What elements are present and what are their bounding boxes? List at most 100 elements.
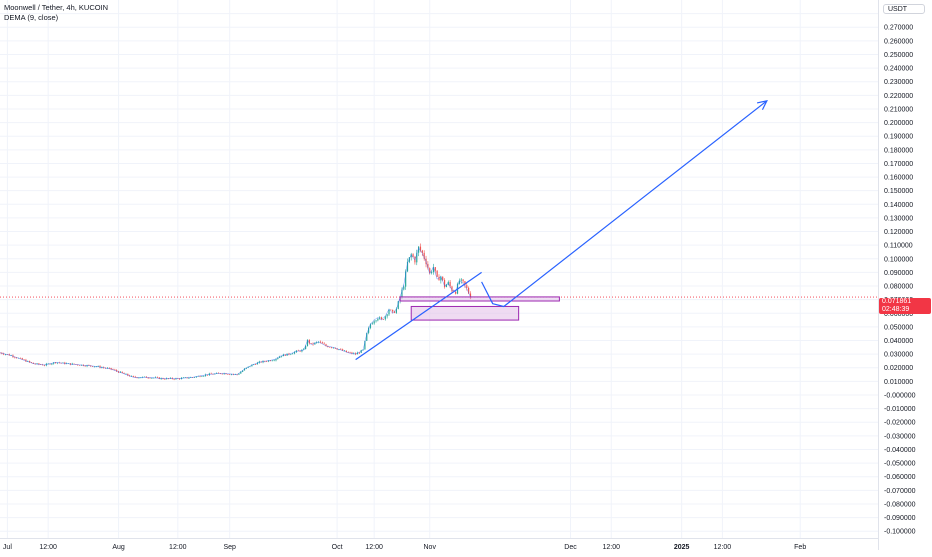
time-tick-label: Sep xyxy=(223,544,236,551)
candle-body xyxy=(349,352,351,354)
price-chart[interactable] xyxy=(0,0,878,538)
candle-body xyxy=(418,246,420,253)
candle-body xyxy=(14,356,16,358)
symbol-title[interactable]: Moonwell / Tether, 4h, KUCOIN xyxy=(4,3,109,12)
price-tick-label: 0.030000 xyxy=(884,352,913,359)
candle-body xyxy=(451,286,453,292)
chart-pane[interactable]: Moonwell / Tether, 4h, KUCOIN DEMA (9, c… xyxy=(0,0,878,538)
candle-body xyxy=(299,350,301,352)
candle-body xyxy=(101,367,103,369)
candle-body xyxy=(443,279,446,288)
candle-body xyxy=(110,367,112,370)
candle-body xyxy=(140,377,142,379)
candle-body xyxy=(297,350,299,352)
candle-body xyxy=(232,374,234,375)
price-tick-label: 0.210000 xyxy=(884,106,913,113)
candle-body xyxy=(319,341,322,343)
candle-body xyxy=(384,316,386,320)
candle-body xyxy=(3,353,5,355)
candlesticks xyxy=(0,243,472,381)
candle-body xyxy=(340,349,342,350)
price-tick-label: 0.050000 xyxy=(884,324,913,331)
candle-body xyxy=(114,369,116,371)
candle-body xyxy=(343,350,346,352)
candle-body xyxy=(356,352,359,355)
candle-body xyxy=(458,280,460,284)
candle-body xyxy=(240,371,242,374)
currency-selector[interactable]: USDT xyxy=(883,4,925,14)
time-tick-label: Jul xyxy=(3,544,12,551)
candle-body xyxy=(329,347,331,348)
price-tick-label: -0.030000 xyxy=(884,433,916,440)
candle-body xyxy=(127,373,129,376)
candle-body xyxy=(466,285,468,288)
price-tick-label: -0.100000 xyxy=(884,529,916,536)
price-tick-label: -0.020000 xyxy=(884,420,916,427)
candle-body xyxy=(273,360,275,361)
candle-body xyxy=(30,362,33,363)
candle-body xyxy=(130,375,133,377)
candle-body xyxy=(230,374,233,375)
candle-body xyxy=(427,263,429,269)
candle-body xyxy=(371,323,373,325)
candle-body xyxy=(43,365,46,366)
candle-body xyxy=(421,250,423,253)
price-tick-label: -0.080000 xyxy=(884,501,916,508)
time-axis-labels: Jul 12:00 Aug 12:00 Sep Oct 12:00 Nov Dec 12:00 20… xyxy=(3,544,806,551)
candle-body xyxy=(345,350,347,353)
candle-body xyxy=(432,267,435,273)
candle-body xyxy=(293,351,296,354)
candle-body xyxy=(92,366,94,367)
price-tick-label: 0.230000 xyxy=(884,79,913,86)
candle-body xyxy=(108,367,110,369)
candle-body xyxy=(125,373,127,375)
candle-body xyxy=(182,377,184,379)
candle-body xyxy=(149,377,151,379)
indicator-label[interactable]: DEMA (9, close) xyxy=(4,13,59,22)
candle-body xyxy=(423,252,425,259)
time-tick-label: 12:00 xyxy=(39,544,57,551)
candle-body xyxy=(16,357,18,359)
price-tick-label: 0.060000 xyxy=(884,311,913,318)
candle-body xyxy=(321,342,323,344)
candle-body xyxy=(325,344,327,347)
candle-body xyxy=(419,246,422,251)
candle-body xyxy=(373,321,375,324)
candle-body xyxy=(84,365,86,367)
candle-body xyxy=(116,370,118,372)
candle-body xyxy=(49,363,51,365)
candle-body xyxy=(243,368,246,371)
candle-body xyxy=(121,371,123,373)
candle-body xyxy=(279,356,281,358)
candle-body xyxy=(225,373,227,375)
price-tick-label: 0.100000 xyxy=(884,256,913,263)
candle-body xyxy=(440,276,442,281)
time-axis[interactable]: Jul 12:00 Aug 12:00 Sep Oct 12:00 Nov Dec 12:00 20… xyxy=(0,538,878,551)
price-tick-label: 0.240000 xyxy=(884,66,913,73)
candle-body xyxy=(392,309,394,312)
last-price-value: 0.071861 xyxy=(882,298,912,305)
time-tick-label: 12:00 xyxy=(365,544,383,551)
candle-body xyxy=(277,357,279,359)
candle-body xyxy=(210,373,212,375)
candle-body xyxy=(173,378,175,380)
candle-body xyxy=(430,272,433,274)
candle-body xyxy=(153,377,155,379)
candle-body xyxy=(32,362,34,364)
candle-body xyxy=(290,354,292,355)
price-tick-label: 0.110000 xyxy=(884,243,913,250)
candle-body xyxy=(19,357,21,359)
time-tick-label: Oct xyxy=(332,544,343,551)
candle-body xyxy=(249,366,251,367)
price-tick-label: 0.250000 xyxy=(884,52,913,59)
time-tick-label: Nov xyxy=(424,544,437,551)
price-axis-labels: 0.270000 0.260000 0.250000 0.240000 0.230000… xyxy=(884,25,916,536)
candle-body xyxy=(336,348,338,350)
candle-body xyxy=(201,376,203,377)
candle-body xyxy=(188,377,190,379)
candle-body xyxy=(406,261,409,272)
price-tick-label: 0.010000 xyxy=(884,379,913,386)
bar-countdown: 02:48:39 xyxy=(882,306,910,313)
price-axis[interactable]: 0.270000 0.260000 0.250000 0.240000 0.230000… xyxy=(878,0,932,550)
legend: Moonwell / Tether, 4h, KUCOIN DEMA (9, c… xyxy=(4,3,108,23)
